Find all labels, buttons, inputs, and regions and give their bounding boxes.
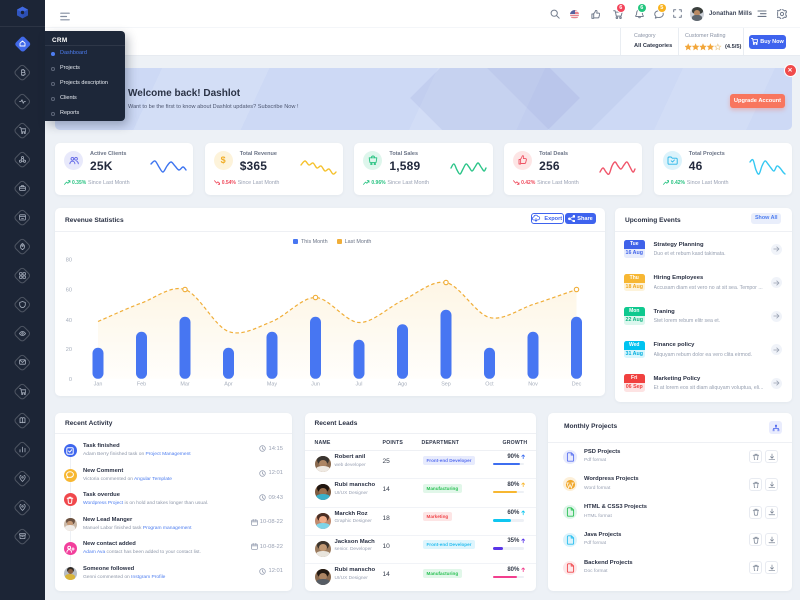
svg-text:60: 60 xyxy=(66,287,72,293)
svg-text:Jul: Jul xyxy=(356,381,363,387)
svg-text:Jan: Jan xyxy=(94,381,103,387)
svg-text:Nov: Nov xyxy=(528,381,538,387)
svg-text:Feb: Feb xyxy=(137,381,146,387)
svg-text:Oct: Oct xyxy=(485,381,494,387)
svg-text:Sep: Sep xyxy=(441,381,451,387)
svg-text:80: 80 xyxy=(66,257,72,263)
svg-text:40: 40 xyxy=(66,317,72,323)
svg-text:Ago: Ago xyxy=(398,381,408,387)
svg-text:Dec: Dec xyxy=(572,381,582,387)
svg-text:20: 20 xyxy=(66,347,72,353)
svg-text:Mar: Mar xyxy=(180,381,189,387)
svg-text:Apr: Apr xyxy=(224,381,233,387)
svg-text:0: 0 xyxy=(69,376,72,382)
svg-text:Jun: Jun xyxy=(311,381,320,387)
svg-text:May: May xyxy=(267,381,277,387)
